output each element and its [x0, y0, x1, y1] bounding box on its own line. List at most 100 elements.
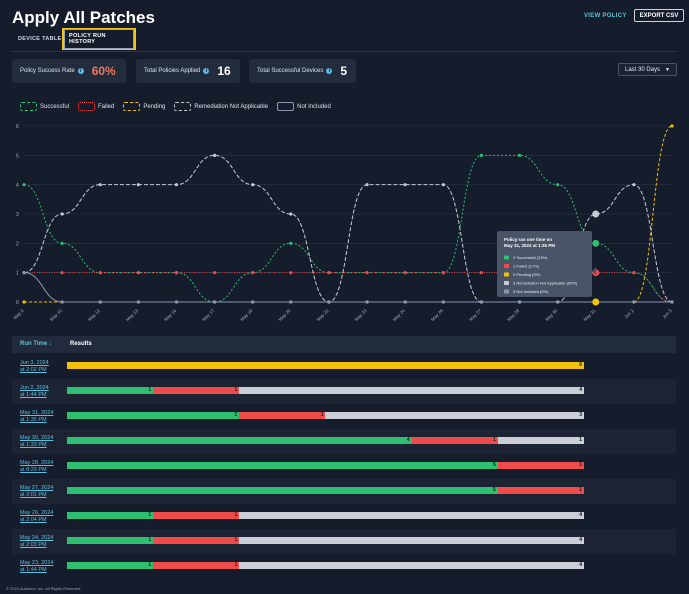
legend-item-failed[interactable]: Failed — [78, 102, 114, 111]
data-point[interactable] — [403, 271, 407, 275]
data-point[interactable] — [212, 153, 217, 157]
data-point[interactable] — [556, 300, 560, 304]
hover-point[interactable] — [592, 210, 600, 218]
bar-segment-failed[interactable]: 1 — [497, 462, 584, 469]
data-point[interactable] — [517, 300, 522, 304]
date-range-select[interactable]: Last 30 Days ▼ — [618, 63, 677, 76]
legend-item-not-included[interactable]: Not Included — [277, 102, 331, 111]
bar-segment-successful[interactable]: 5 — [67, 487, 498, 494]
data-point[interactable] — [60, 300, 64, 304]
run-time-link[interactable]: Jun 3, 2024 at 2:02 PM — [20, 360, 49, 374]
data-point[interactable] — [479, 271, 484, 275]
data-point[interactable] — [98, 271, 102, 275]
bar-segment-na[interactable]: 3 — [325, 412, 584, 419]
data-point[interactable] — [251, 300, 255, 304]
run-time-link[interactable]: May 31, 2024 at 1:35 PM — [20, 410, 53, 424]
data-point[interactable] — [174, 300, 179, 304]
data-point[interactable] — [22, 183, 26, 187]
data-point[interactable] — [670, 300, 674, 304]
data-point[interactable] — [60, 212, 64, 216]
data-point[interactable] — [212, 300, 217, 304]
data-point[interactable] — [251, 183, 255, 187]
bar-segment-failed[interactable]: 1 — [411, 437, 498, 444]
run-history-chart[interactable]: 0 1 2 3 4 5 6 May 9 May 10 May 12 May 13 May 16 May … — [0, 118, 689, 328]
data-point[interactable] — [517, 153, 522, 157]
hover-point[interactable] — [592, 298, 600, 306]
bar-segment-successful[interactable]: 1 — [67, 512, 154, 519]
column-header-run-time[interactable]: Run Time ↓ — [20, 341, 52, 347]
results-bar[interactable]: 4 1 1 — [67, 437, 584, 444]
results-bar[interactable]: 1 1 4 — [67, 537, 584, 544]
info-icon[interactable]: i — [77, 68, 84, 74]
data-point[interactable] — [479, 153, 484, 157]
results-bar[interactable]: 2 1 3 — [67, 412, 584, 419]
run-time-link[interactable]: May 30, 2024 at 1:33 PM — [20, 435, 53, 449]
data-point[interactable] — [289, 241, 293, 245]
data-point[interactable] — [327, 271, 331, 275]
run-time-link[interactable]: May 24, 2024 at 2:03 PM — [20, 535, 53, 549]
legend-item-pending[interactable]: Pending — [123, 102, 165, 111]
bar-segment-successful[interactable]: 2 — [67, 412, 240, 419]
info-icon[interactable]: i — [326, 68, 333, 74]
run-time-link[interactable]: May 28, 2024 at 8:29 PM — [20, 460, 53, 474]
bar-segment-na[interactable]: 4 — [239, 512, 584, 519]
data-point[interactable] — [365, 183, 369, 187]
bar-segment-failed[interactable]: 1 — [153, 387, 240, 394]
data-point[interactable] — [251, 271, 255, 275]
data-point[interactable] — [670, 124, 674, 128]
data-point[interactable] — [441, 271, 445, 275]
bar-segment-na[interactable]: 4 — [239, 387, 584, 394]
data-point[interactable] — [556, 183, 560, 187]
data-point[interactable] — [136, 300, 140, 304]
data-point[interactable] — [136, 271, 140, 275]
data-point[interactable] — [289, 212, 293, 216]
data-point[interactable] — [365, 271, 369, 275]
legend-item-successful[interactable]: Successful — [20, 102, 69, 111]
results-bar[interactable]: 1 1 4 — [67, 512, 584, 519]
data-point[interactable] — [174, 271, 179, 275]
data-point[interactable] — [632, 271, 636, 275]
run-time-link[interactable]: May 23, 2024 at 1:44 PM — [20, 560, 53, 574]
data-point[interactable] — [403, 300, 407, 304]
data-point[interactable] — [441, 183, 445, 187]
data-point[interactable] — [60, 241, 64, 245]
data-point[interactable] — [136, 183, 140, 187]
data-point[interactable] — [22, 271, 26, 275]
bar-segment-successful[interactable]: 1 — [67, 562, 154, 569]
bar-segment-failed[interactable]: 1 — [497, 487, 584, 494]
bar-segment-successful[interactable]: 1 — [67, 537, 154, 544]
bar-segment-successful[interactable]: 1 — [67, 387, 154, 394]
data-point[interactable] — [632, 300, 636, 304]
tab-device-table[interactable]: DEVICE TABLE — [18, 36, 62, 42]
tab-policy-run-history[interactable]: POLICY RUN HISTORY — [62, 28, 136, 50]
data-point[interactable] — [98, 300, 102, 304]
data-point[interactable] — [403, 183, 407, 187]
bar-segment-failed[interactable]: 1 — [239, 412, 326, 419]
bar-segment-failed[interactable]: 1 — [153, 562, 240, 569]
bar-segment-pending[interactable]: 6 — [67, 362, 584, 369]
data-point[interactable] — [479, 300, 484, 304]
data-point[interactable] — [327, 300, 331, 304]
bar-segment-na[interactable]: 4 — [239, 537, 584, 544]
bar-segment-failed[interactable]: 1 — [153, 537, 240, 544]
view-policy-link[interactable]: VIEW POLICY — [584, 13, 627, 19]
info-icon[interactable]: i — [203, 68, 210, 74]
results-bar[interactable]: 6 — [67, 362, 584, 369]
data-point[interactable] — [212, 271, 217, 275]
data-point[interactable] — [632, 183, 636, 187]
data-point[interactable] — [441, 300, 445, 304]
results-bar[interactable]: 1 1 4 — [67, 562, 584, 569]
bar-segment-failed[interactable]: 1 — [153, 512, 240, 519]
data-point[interactable] — [365, 300, 369, 304]
data-point[interactable] — [22, 300, 26, 304]
export-csv-button[interactable]: EXPORT CSV — [634, 9, 684, 22]
run-time-link[interactable]: May 27, 2024 at 2:01 PM — [20, 485, 53, 499]
data-point[interactable] — [289, 300, 293, 304]
bar-segment-na[interactable]: 1 — [497, 437, 584, 444]
data-point[interactable] — [98, 183, 102, 187]
legend-item-remediation-na[interactable]: Remediation Not Applicable — [174, 102, 268, 111]
bar-segment-successful[interactable]: 5 — [67, 462, 498, 469]
bar-segment-na[interactable]: 4 — [239, 562, 584, 569]
